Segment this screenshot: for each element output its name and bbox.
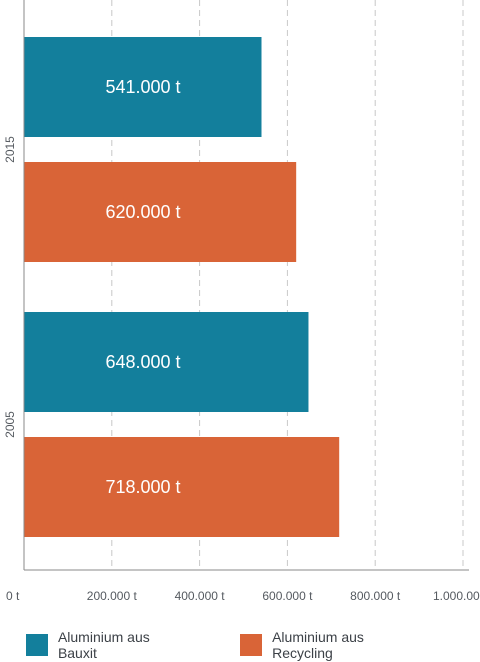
legend-swatch-recycling — [240, 634, 263, 656]
x-tick-label: 0 t — [6, 589, 20, 603]
bar-2005-bauxit — [24, 312, 309, 412]
legend-label-bauxit: Aluminium aus Bauxit — [57, 629, 150, 661]
legend: Aluminium aus Bauxit Aluminium aus Recyc… — [26, 629, 476, 661]
x-tick-label: 800.000 t — [350, 589, 401, 603]
bar-value-label: 541.000 t — [105, 77, 180, 97]
x-tick-label: 200.000 t — [87, 589, 138, 603]
axes: 0 t 200.000 t 400.000 t 600.000 t 800.000 t 1… — [3, 0, 480, 603]
bars — [24, 37, 340, 537]
legend-label-recycling: Aluminium aus Recycling — [272, 629, 364, 661]
x-tick-label: 400.000 t — [175, 589, 226, 603]
bar-value-labels: 541.000 t 620.000 t 648.000 t 718.000 t — [105, 77, 180, 497]
legend-item-bauxit: Aluminium aus Bauxit — [26, 629, 192, 661]
category-label-2005: 2005 — [3, 411, 17, 438]
bar-2015-bauxit — [24, 37, 262, 137]
legend-swatch-bauxit — [26, 634, 48, 656]
x-tick-label: 600.000 t — [262, 589, 313, 603]
bar-value-label: 620.000 t — [105, 202, 180, 222]
bar-2015-recycling — [24, 162, 297, 262]
legend-item-recycling: Aluminium aus Recycling — [240, 629, 428, 661]
bar-chart: 541.000 t 620.000 t 648.000 t 718.000 t 0 t… — [3, 0, 480, 603]
x-tick-label: 1.000.000 t — [433, 589, 480, 603]
bar-value-label: 718.000 t — [105, 477, 180, 497]
category-label-2015: 2015 — [3, 136, 17, 163]
bar-2005-recycling — [24, 437, 340, 537]
bar-value-label: 648.000 t — [105, 352, 180, 372]
